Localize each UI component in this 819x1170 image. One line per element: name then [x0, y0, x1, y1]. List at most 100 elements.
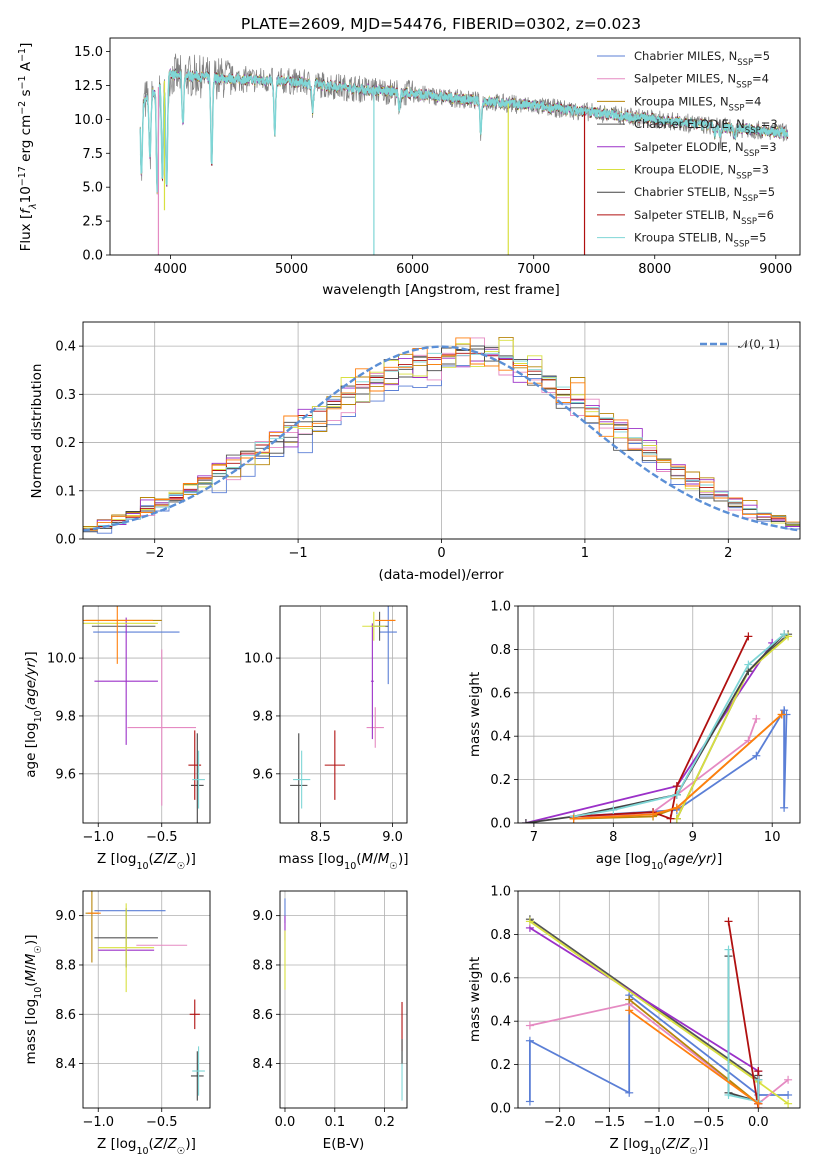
y-tick-label: 0.8	[490, 643, 511, 658]
x-tick-label: 9.0	[382, 830, 403, 845]
gaussian-curve	[83, 345, 800, 532]
residuals-panel: −2 −1 0 1 2 0.0 0.1 0.2 0.3 0.4 𝒩(0, 1) (data-model…	[29, 321, 801, 583]
x-tick-label: 1	[581, 546, 589, 561]
weight-marker-kroupa_stelib	[609, 805, 618, 814]
legend-label-chabrier_stelib: Chabrier STELIB, NSSP=5	[634, 185, 775, 204]
weight-marker-chabrier_miles	[780, 803, 789, 812]
y-tick-label: 9.0	[252, 909, 273, 924]
error-bars	[290, 606, 397, 823]
x-tick-label: 8	[609, 830, 617, 845]
y-tick-label: 0.6	[490, 971, 511, 986]
errorbar-salpeter_stelib	[189, 999, 200, 1030]
x-tick-label: 8000	[638, 262, 671, 277]
weight-marker-kroupa_stelib	[724, 945, 733, 954]
errorbar-salpeter_miles	[366, 707, 384, 748]
weight-line-kroupa_elodie	[676, 635, 789, 820]
weight-line-kroupa_stelib	[727, 949, 760, 1103]
y-axis-label: Normed distribution	[29, 364, 45, 499]
x-tick-label: 7	[530, 830, 538, 845]
y-tick-label: 0.2	[55, 436, 76, 451]
observed-spectrum	[139, 53, 789, 194]
x-tick-label: −0.5	[146, 1115, 178, 1130]
weight-marker-salpeter_stelib	[724, 917, 733, 926]
error-bars	[83, 606, 205, 823]
weight-marker-salpeter_miles	[525, 1021, 534, 1030]
weight-line-model_mean	[573, 713, 783, 820]
x-tick-label: 0.0	[748, 1115, 769, 1130]
legend-label-kroupa_miles: Kroupa MILES, NSSP=4	[634, 94, 761, 113]
weight-marker-model_mean	[777, 710, 786, 719]
weight-marker-chabrier_miles	[784, 1090, 793, 1099]
y-tick-label: 8.4	[55, 1057, 76, 1072]
weight-marker-chabrier_miles	[525, 1097, 534, 1106]
legend-label-salpeter_stelib: Salpeter STELIB, NSSP=6	[634, 208, 774, 227]
weight-marker-kroupa_stelib	[754, 1075, 763, 1084]
legend-label-gaussian: 𝒩(0, 1)	[738, 337, 780, 351]
errorbar-salpeter_stelib	[324, 730, 345, 800]
y-tick-label: 8.6	[55, 1008, 76, 1023]
errorbar-chabrier_stelib	[290, 733, 308, 823]
errorbar-salpeter_stelib	[188, 730, 202, 800]
weight-marker-chabrier_miles	[525, 1036, 534, 1045]
weight-marker-kroupa_stelib	[672, 790, 681, 799]
x-tick-label: −2.0	[544, 1115, 576, 1130]
axes-frame	[517, 890, 801, 1109]
x-tick-label: 4000	[154, 262, 187, 277]
weight-marker-kroupa_stelib	[780, 630, 789, 639]
weight-marker-model_mean	[754, 1099, 763, 1108]
weight-marker-salpeter_miles	[752, 714, 761, 723]
weight-marker-kroupa_stelib	[744, 660, 753, 669]
x-tick-label: −0.5	[146, 830, 178, 845]
y-tick-label: 0.0	[55, 533, 76, 548]
weight-marker-chabrier_miles	[780, 706, 789, 715]
errorbar-kroupa_elodie	[362, 611, 386, 641]
weight-line-chabrier_miles	[529, 993, 789, 1102]
weight-marker-kroupa_stelib	[724, 1090, 733, 1099]
y-tick-label: 0.4	[490, 1015, 511, 1030]
y-tick-label: 0.0	[82, 249, 103, 264]
y-tick-label: 10.0	[74, 113, 103, 128]
x-axis-label: Z [log10(Z/Z☉)]	[610, 1136, 709, 1157]
model-spectra	[139, 67, 789, 255]
y-tick-label: 8.8	[55, 958, 76, 973]
weight-vs-age-panel: 7 8 9 10 0.0 0.2 0.4 0.6 0.8 1.0 age [log10(age/yr…	[467, 600, 801, 872]
x-tick-label: 6000	[396, 262, 429, 277]
y-tick-label: 9.8	[55, 709, 76, 724]
y-tick-label: 9.6	[55, 767, 76, 782]
y-tick-label: 10.0	[47, 652, 76, 667]
weight-marker-salpeter_stelib	[754, 1067, 763, 1076]
legend-label-kroupa_stelib: Kroupa STELIB, NSSP=5	[634, 231, 766, 250]
errorbar-chabrier_stelib	[190, 1051, 204, 1101]
y-axis-label: mass [log10(M/M☉)]	[23, 935, 44, 1065]
error-bars	[284, 898, 403, 1101]
y-axis-label: Flux [fλ10−17 erg cm−2 s−1 A−1]	[17, 43, 39, 252]
weight-marker-chabrier_miles	[625, 1088, 634, 1097]
weight-marker-model_mean	[569, 814, 578, 823]
y-tick-label: 9.8	[252, 709, 273, 724]
errorbar-salpeter_elodie	[370, 623, 374, 740]
weight-line-salpeter_stelib	[573, 636, 750, 820]
weight-marker-chabrier_miles	[752, 751, 761, 760]
y-tick-label: 1.0	[490, 885, 511, 900]
errorbar-kroupa_elodie	[98, 903, 155, 993]
y-tick-label: 0.4	[55, 340, 76, 355]
weight-marker-salpeter_miles	[784, 1075, 793, 1084]
figure-title: PLATE=2609, MJD=54476, FIBERID=0302, z=0…	[241, 15, 641, 33]
x-axis-label: Z [log10(Z/Z☉)]	[97, 1136, 196, 1157]
x-tick-label: 2	[724, 546, 732, 561]
x-tick-label: 7000	[517, 262, 550, 277]
x-tick-label: 10	[764, 830, 781, 845]
weight-line-salpeter_miles	[573, 718, 758, 820]
x-tick-label: 9	[689, 830, 697, 845]
errorbar-salpeter_elodie	[94, 617, 158, 745]
weight-line-chabrier_miles	[573, 707, 788, 818]
weight-line-chabrier_stelib	[525, 633, 785, 823]
y-tick-label: 8.6	[252, 1008, 273, 1023]
y-tick-label: 0.1	[55, 484, 76, 499]
x-tick-label: 0	[437, 546, 445, 561]
mass-vs-ebv-panel: 0.0 0.1 0.2 8.4 8.6 8.8 9.0 E(B-V)	[252, 890, 408, 1152]
y-tick-label: 9.6	[252, 767, 273, 782]
weight-marker-chabrier_stelib	[521, 819, 530, 823]
weight-line-salpeter_stelib	[727, 921, 760, 1108]
y-tick-label: 1.0	[490, 600, 511, 615]
